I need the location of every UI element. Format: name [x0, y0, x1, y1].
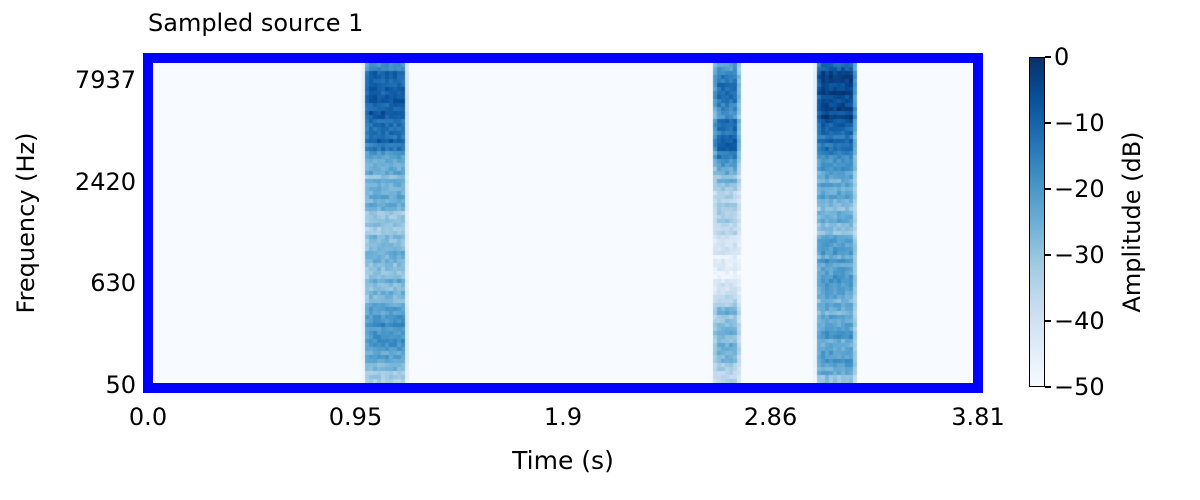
colorbar-tick-mark — [1045, 122, 1051, 124]
colorbar-tick-label: −10 — [1054, 109, 1105, 137]
colorbar-tick-mark — [1045, 254, 1051, 256]
x-axis-label: Time (s) — [512, 446, 614, 475]
colorbar-tick-label: 0 — [1054, 43, 1070, 71]
y-tick-label: 630 — [90, 269, 136, 297]
colorbar-tick-label: −20 — [1054, 175, 1105, 203]
x-tick-label: 2.86 — [743, 403, 798, 431]
colorbar-label: Amplitude (dB) — [1118, 131, 1146, 313]
y-tick-label: 50 — [105, 371, 136, 399]
x-tick-label: 1.9 — [543, 403, 583, 431]
colorbar-tick-label: −30 — [1054, 241, 1105, 269]
colorbar-tick-mark — [1045, 56, 1051, 58]
chart-title: Sampled source 1 — [148, 9, 364, 37]
colorbar-tick-mark — [1045, 386, 1051, 388]
colorbar-gradient — [1029, 57, 1045, 387]
x-tick-label: 3.81 — [951, 403, 1005, 431]
y-tick-label: 2420 — [74, 168, 136, 196]
colorbar-tick-mark — [1045, 320, 1051, 322]
x-tick-label: 0.95 — [328, 403, 383, 431]
colorbar-tick-mark — [1045, 188, 1051, 190]
y-tick-label: 7937 — [74, 66, 136, 94]
x-tick-label: 0.0 — [128, 403, 168, 431]
spectrogram-canvas — [153, 63, 973, 383]
colorbar-tick-label: −50 — [1054, 373, 1105, 401]
colorbar-tick-label: −40 — [1054, 307, 1105, 335]
plot-area — [143, 53, 983, 393]
